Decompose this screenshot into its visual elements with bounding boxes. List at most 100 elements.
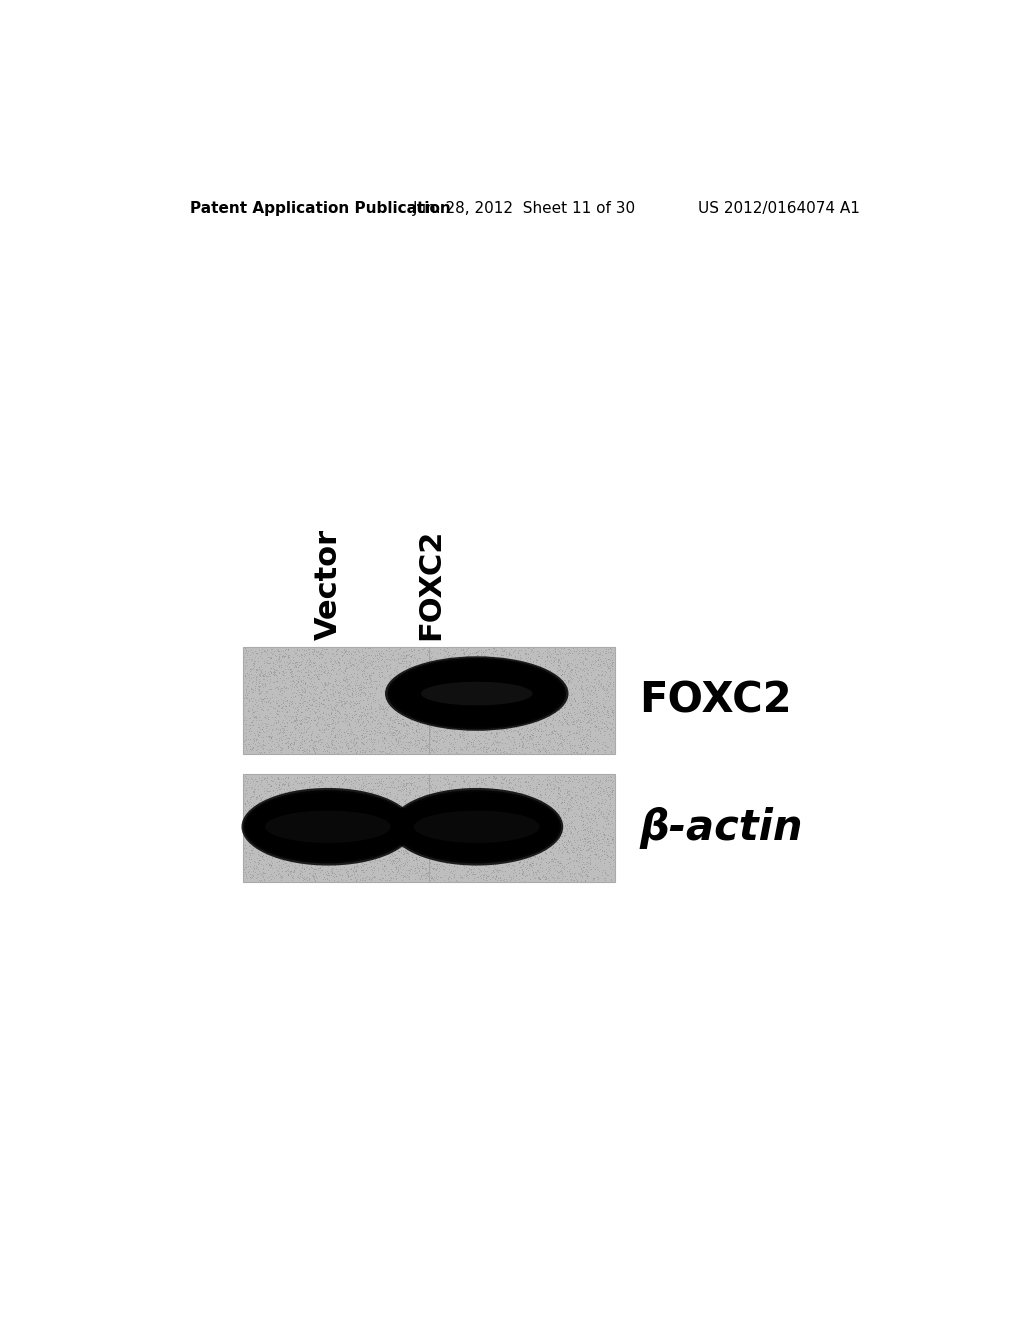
Point	[435, 731, 452, 752]
Point	[570, 799, 587, 820]
Point	[505, 739, 521, 760]
Point	[464, 826, 480, 847]
Point	[440, 768, 457, 789]
Point	[498, 668, 514, 689]
Point	[239, 812, 255, 833]
Point	[373, 825, 389, 846]
Point	[477, 715, 494, 737]
Point	[337, 788, 353, 809]
Point	[329, 767, 345, 788]
Point	[478, 865, 495, 886]
Point	[302, 783, 318, 804]
Point	[299, 825, 315, 846]
Point	[414, 715, 430, 737]
Point	[526, 845, 543, 866]
Point	[581, 682, 597, 704]
Point	[392, 653, 409, 675]
Point	[591, 717, 607, 738]
Point	[421, 723, 437, 744]
Point	[560, 861, 577, 882]
Point	[521, 812, 538, 833]
Point	[531, 854, 548, 875]
Point	[477, 838, 494, 859]
Point	[425, 809, 441, 830]
Point	[479, 685, 496, 706]
Point	[515, 700, 531, 721]
Point	[525, 726, 542, 747]
Point	[587, 824, 603, 845]
Point	[545, 709, 561, 730]
Point	[292, 655, 308, 676]
Point	[421, 809, 437, 830]
Point	[391, 665, 408, 686]
Point	[318, 812, 335, 833]
Point	[345, 729, 361, 750]
Point	[279, 715, 295, 737]
Point	[323, 659, 339, 680]
Point	[350, 770, 367, 791]
Point	[241, 792, 257, 813]
Point	[304, 784, 321, 805]
Point	[591, 845, 607, 866]
Point	[426, 725, 442, 746]
Point	[300, 690, 316, 711]
Point	[560, 713, 577, 734]
Point	[242, 842, 258, 863]
Point	[288, 858, 304, 879]
Point	[435, 767, 452, 788]
Point	[444, 673, 461, 694]
Point	[554, 705, 570, 726]
Point	[466, 725, 482, 746]
Point	[411, 809, 427, 830]
Point	[328, 730, 344, 751]
Point	[350, 833, 367, 854]
Point	[369, 841, 385, 862]
Point	[485, 809, 502, 830]
Point	[278, 805, 294, 826]
Ellipse shape	[390, 660, 563, 727]
Point	[461, 858, 477, 879]
Point	[357, 867, 374, 888]
Point	[310, 816, 327, 837]
Point	[593, 656, 609, 677]
Point	[440, 843, 457, 865]
Point	[289, 678, 305, 700]
Point	[433, 704, 450, 725]
Point	[474, 768, 490, 789]
Point	[443, 774, 460, 795]
Point	[516, 818, 532, 840]
Point	[434, 676, 451, 697]
Point	[580, 671, 596, 692]
Point	[429, 854, 445, 875]
Point	[436, 821, 453, 842]
Point	[481, 682, 498, 704]
Point	[369, 772, 385, 793]
Point	[430, 866, 446, 887]
Point	[370, 651, 386, 672]
Point	[374, 777, 390, 799]
Point	[539, 647, 555, 668]
Point	[517, 787, 534, 808]
Point	[391, 652, 408, 673]
Point	[256, 705, 272, 726]
Point	[388, 640, 404, 661]
Point	[253, 682, 269, 704]
Point	[417, 770, 433, 791]
Point	[335, 825, 351, 846]
Point	[397, 801, 414, 822]
Point	[522, 727, 539, 748]
Point	[500, 659, 516, 680]
Point	[499, 672, 515, 693]
Point	[261, 726, 278, 747]
Point	[283, 660, 299, 681]
Point	[329, 713, 345, 734]
Point	[571, 721, 588, 742]
Point	[521, 737, 538, 758]
Point	[399, 859, 416, 880]
Point	[540, 818, 556, 840]
Point	[393, 840, 410, 861]
Point	[288, 840, 304, 861]
Point	[524, 862, 541, 883]
Point	[340, 738, 356, 759]
Point	[590, 719, 606, 741]
